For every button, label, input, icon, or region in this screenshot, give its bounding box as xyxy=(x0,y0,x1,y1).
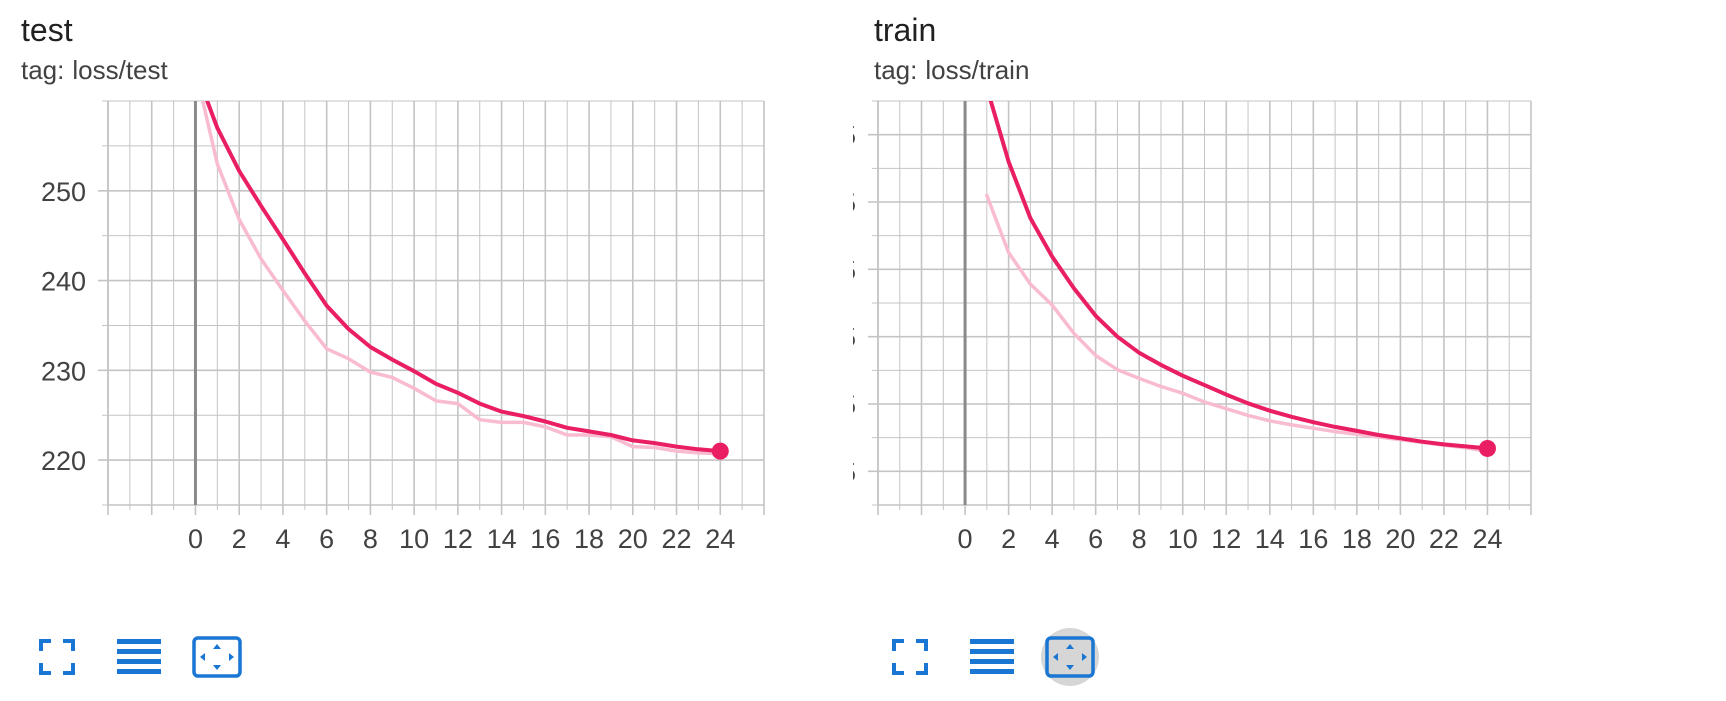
fullscreen-button[interactable] xyxy=(28,628,86,686)
x-tick-label: 4 xyxy=(1045,524,1060,554)
x-tick-label: 22 xyxy=(1429,524,1459,554)
grid xyxy=(98,100,765,515)
fit-to-domain-icon xyxy=(192,636,242,678)
series-group xyxy=(200,101,723,456)
x-tick-label: 8 xyxy=(1132,524,1147,554)
x-tick-label: 20 xyxy=(618,524,648,554)
x-tick-label: 0 xyxy=(958,524,973,554)
y-tick-label: 235 xyxy=(853,323,856,353)
chart-title: test xyxy=(21,12,73,48)
x-tick-label: 24 xyxy=(1472,524,1502,554)
y-tick-label: 250 xyxy=(41,177,86,207)
y-tick-label: 220 xyxy=(41,446,86,476)
grid xyxy=(868,100,1532,515)
y-tick-label: 255 xyxy=(853,188,856,218)
x-tick-label: 24 xyxy=(705,524,735,554)
fullscreen-icon xyxy=(892,639,928,675)
x-tick-label: 20 xyxy=(1385,524,1415,554)
chart-card-train: train tag: loss/train 0 2 4 6 8 10 12 14 16 18 20 22… xyxy=(853,0,1713,701)
y-tick-label: 225 xyxy=(853,390,856,420)
fit-domain-button[interactable] xyxy=(1041,628,1099,686)
y-tick-label: 240 xyxy=(41,267,86,297)
line-chart-train[interactable]: 024681012141618202224215225235245255265 xyxy=(853,0,1713,620)
x-tick-label: 10 xyxy=(1168,524,1198,554)
tag-prefix: tag: xyxy=(874,55,918,85)
chart-tag: tag: loss/train xyxy=(874,53,1029,87)
x-tick-label: 16 xyxy=(1298,524,1328,554)
x-tick-label: 2 xyxy=(1001,524,1016,554)
series-line-raw xyxy=(985,193,1490,453)
y-tick-label: 215 xyxy=(853,457,856,487)
fit-domain-button[interactable] xyxy=(188,628,246,686)
fit-to-domain-icon xyxy=(1045,636,1095,678)
series-group xyxy=(985,101,1490,453)
highlight-point xyxy=(711,442,729,460)
x-tick-label: 6 xyxy=(319,524,334,554)
toggle-lines-button[interactable] xyxy=(110,628,168,686)
tag-value: loss/train xyxy=(925,55,1030,85)
series-line-smoothed xyxy=(205,101,723,454)
x-tick-label: 18 xyxy=(1342,524,1372,554)
fullscreen-button[interactable] xyxy=(881,628,939,686)
x-tick-label: 22 xyxy=(662,524,692,554)
series-line-smoothed xyxy=(988,101,1490,451)
y-tick-label: 265 xyxy=(853,121,856,151)
fullscreen-icon xyxy=(39,639,75,675)
x-tick-label: 14 xyxy=(1255,524,1285,554)
x-tick-label: 8 xyxy=(363,524,378,554)
x-tick-label: 16 xyxy=(530,524,560,554)
chart-toolbar xyxy=(38,628,278,688)
chart-toolbar xyxy=(891,628,1131,688)
x-tick-label: 6 xyxy=(1088,524,1103,554)
x-tick-label: 4 xyxy=(275,524,290,554)
tag-value: loss/test xyxy=(72,55,168,85)
x-tick-label: 2 xyxy=(232,524,247,554)
toggle-lines-button[interactable] xyxy=(963,628,1021,686)
chart-title: train xyxy=(874,12,937,48)
series-line-raw xyxy=(200,101,723,456)
x-tick-label: 18 xyxy=(574,524,604,554)
highlight-point xyxy=(1478,439,1496,457)
data-table-lines-icon xyxy=(117,639,161,674)
chart-tag: tag: loss/test xyxy=(21,53,168,87)
x-tick-label: 12 xyxy=(1211,524,1241,554)
x-tick-label: 10 xyxy=(399,524,429,554)
chart-card-test: test tag: loss/test 0 2 4 6 8 10 12 14 16 18 20 22 24… xyxy=(0,0,860,701)
x-tick-label: 0 xyxy=(188,524,203,554)
x-tick-label: 12 xyxy=(443,524,473,554)
y-tick-label: 230 xyxy=(41,356,86,386)
tag-prefix: tag: xyxy=(21,55,65,85)
y-tick-label: 245 xyxy=(853,255,856,285)
x-tick-label: 14 xyxy=(487,524,517,554)
data-table-lines-icon xyxy=(970,639,1014,674)
